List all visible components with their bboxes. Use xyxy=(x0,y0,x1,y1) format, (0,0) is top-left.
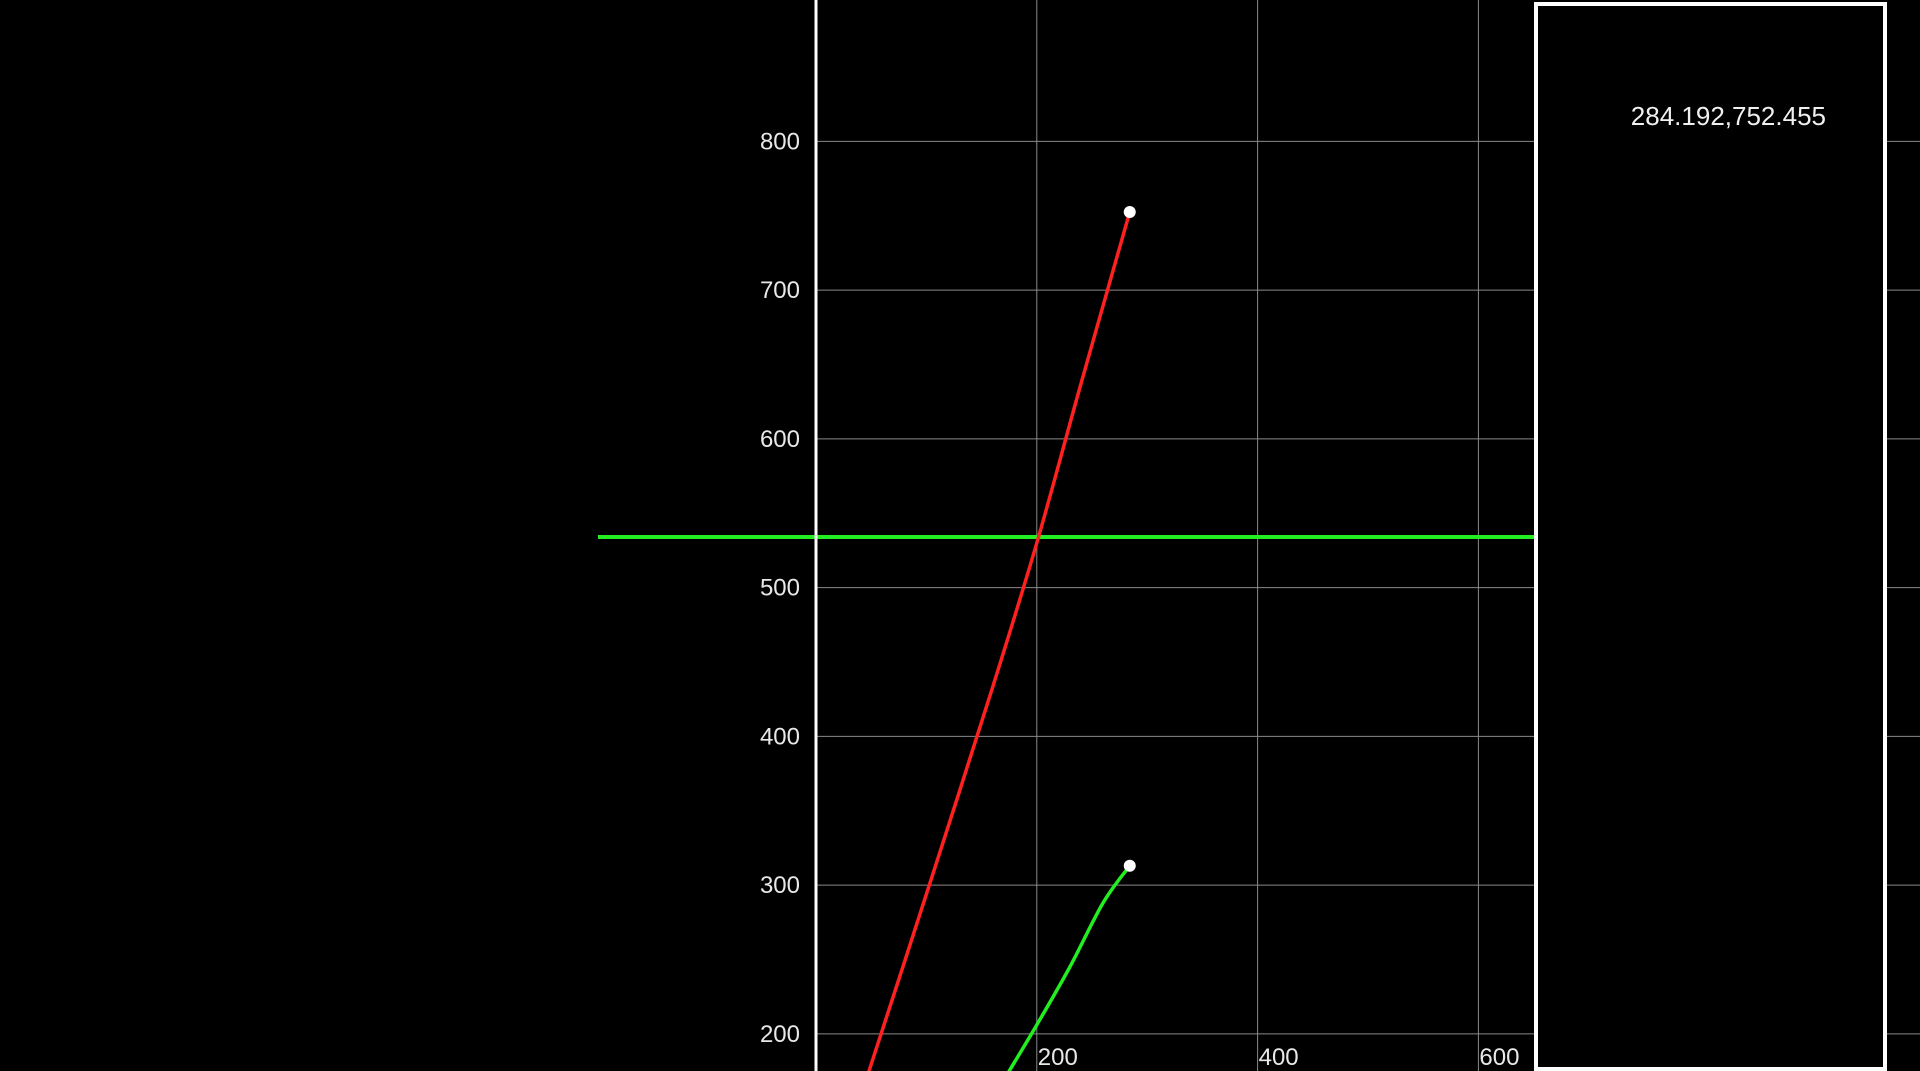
end-points[interactable] xyxy=(1123,206,1136,872)
y-tick-labels: 200 300 400 500 600 700 800 xyxy=(760,128,800,1048)
x-tick-label: 400 xyxy=(1259,1044,1299,1071)
x-tick-label: 600 xyxy=(1479,1044,1519,1071)
y-tick-label: 300 xyxy=(760,872,800,899)
y-tick-label: 400 xyxy=(760,723,800,750)
end-point-marker[interactable] xyxy=(1123,859,1136,872)
y-tick-label: 800 xyxy=(760,128,800,155)
y-tick-label: 700 xyxy=(760,277,800,304)
readout-panel: 284.192,752.455 xyxy=(1534,2,1887,1071)
series-lines xyxy=(867,210,1132,1071)
series-line-2 xyxy=(1007,863,1132,1071)
series-line-1 xyxy=(867,210,1132,1071)
y-tick-label: 200 xyxy=(760,1021,800,1048)
y-tick-label: 500 xyxy=(760,575,800,602)
y-tick-label: 600 xyxy=(760,426,800,453)
x-tick-labels: 200 400 600 xyxy=(1038,1044,1520,1071)
end-point-marker[interactable] xyxy=(1123,206,1136,219)
x-tick-label: 200 xyxy=(1038,1044,1078,1071)
readout-panel-box xyxy=(1534,2,1887,1071)
coordinate-readout: 284.192,752.455 xyxy=(1631,101,1826,131)
